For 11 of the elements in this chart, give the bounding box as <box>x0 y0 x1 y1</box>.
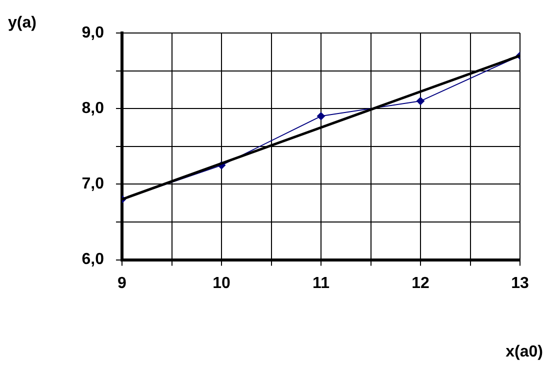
y-tick-label: 8,0 <box>82 100 104 118</box>
x-tick-label: 9 <box>118 274 127 292</box>
x-tick-label: 13 <box>511 274 529 292</box>
y-tick-label: 6,0 <box>82 251 104 268</box>
x-axis-title: x(a0) <box>506 343 543 360</box>
y-axis-title: y(a) <box>8 14 36 32</box>
y-tick-label: 9,0 <box>82 24 104 42</box>
y-tick-label: 7,0 <box>82 176 104 193</box>
x-tick-label: 12 <box>412 274 430 292</box>
x-tick-label: 10 <box>212 274 230 292</box>
x-tick-label: 11 <box>312 274 330 292</box>
